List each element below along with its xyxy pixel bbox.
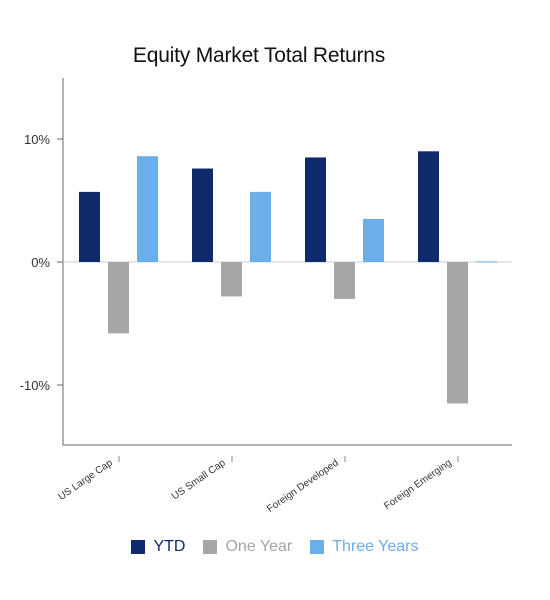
bar-three-years-us-small-cap [250,191,271,262]
x-category-label: Foreign Emerging [382,457,453,512]
chart-title: Equity Market Total Returns [132,44,386,67]
x-category-label: Foreign Developed [265,457,341,514]
bar-three-years-us-large-cap [137,156,158,262]
x-category-label: US Small Cap [170,457,228,502]
legend: YTD One Year Three Years [0,538,550,556]
legend-swatch-ytd [131,540,146,554]
bar-one-year-foreign-developed [334,262,355,299]
y-tick-label: 10% [24,132,50,147]
y-ticks: 10% 0% -10% [20,132,63,393]
x-category-label: US Large Cap [56,457,115,503]
legend-item-one-year[interactable]: One Year [203,538,292,556]
legend-swatch-one-year [203,540,218,554]
bar-one-year-us-large-cap [108,262,129,334]
bar-three-years-foreign-developed [363,218,384,262]
bar-one-year-foreign-emerging [447,262,468,404]
legend-label-one-year: One Year [225,538,293,555]
bar-one-year-us-small-cap [221,262,242,297]
bars [79,151,497,404]
legend-swatch-three-years [310,540,325,554]
y-tick-label: 0% [31,255,50,270]
x-category-labels: US Large Cap US Small Cap Foreign Develope… [56,456,459,515]
bar-ytd-foreign-developed [305,157,326,262]
legend-label-three-years: Three Years [332,538,419,555]
bar-ytd-us-small-cap [192,168,213,262]
y-tick-label: -10% [20,378,51,393]
legend-item-three-years[interactable]: Three Years [310,538,419,556]
legend-label-ytd: YTD [153,538,186,555]
bar-three-years-foreign-emerging [476,261,497,263]
bar-ytd-us-large-cap [79,191,100,262]
legend-item-ytd[interactable]: YTD [131,538,185,556]
bar-ytd-foreign-emerging [418,151,439,262]
